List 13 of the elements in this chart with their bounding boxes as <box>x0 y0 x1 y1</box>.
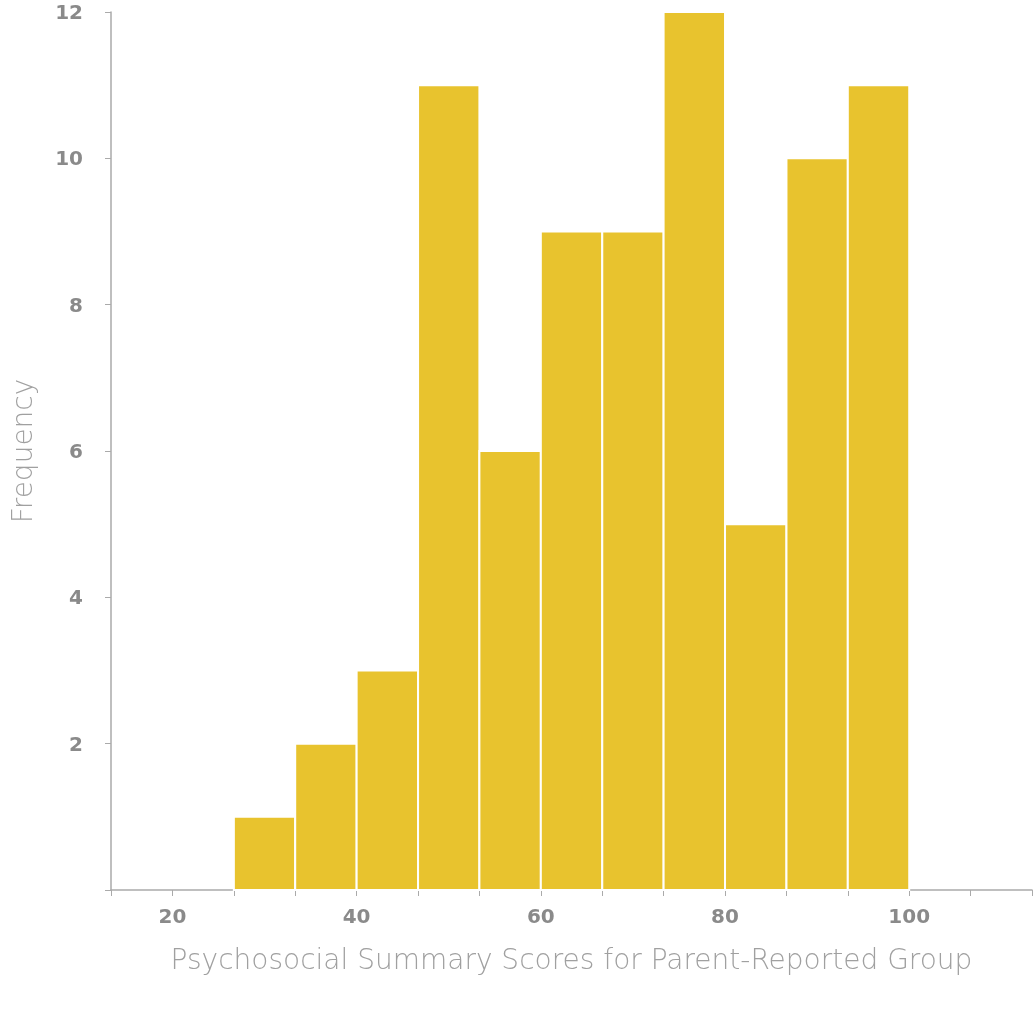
x-tick-label: 100 <box>888 904 931 928</box>
y-tick-label: 12 <box>55 0 83 24</box>
x-axis-title: Psychosocial Summary Scores for Parent-Reported Group <box>170 942 973 976</box>
y-axis-title: Frequency <box>5 378 39 524</box>
y-tick-label: 2 <box>69 731 83 756</box>
x-tick-label: 60 <box>526 904 555 928</box>
y-tick-label: 8 <box>69 292 83 317</box>
x-tick-label: 20 <box>158 904 187 928</box>
x-tick-label: 40 <box>342 904 371 928</box>
y-tick-label: 10 <box>55 146 83 171</box>
x-tick-label: 80 <box>711 904 739 928</box>
y-tick-label: 6 <box>69 439 83 463</box>
y-tick-label: 4 <box>69 585 83 610</box>
